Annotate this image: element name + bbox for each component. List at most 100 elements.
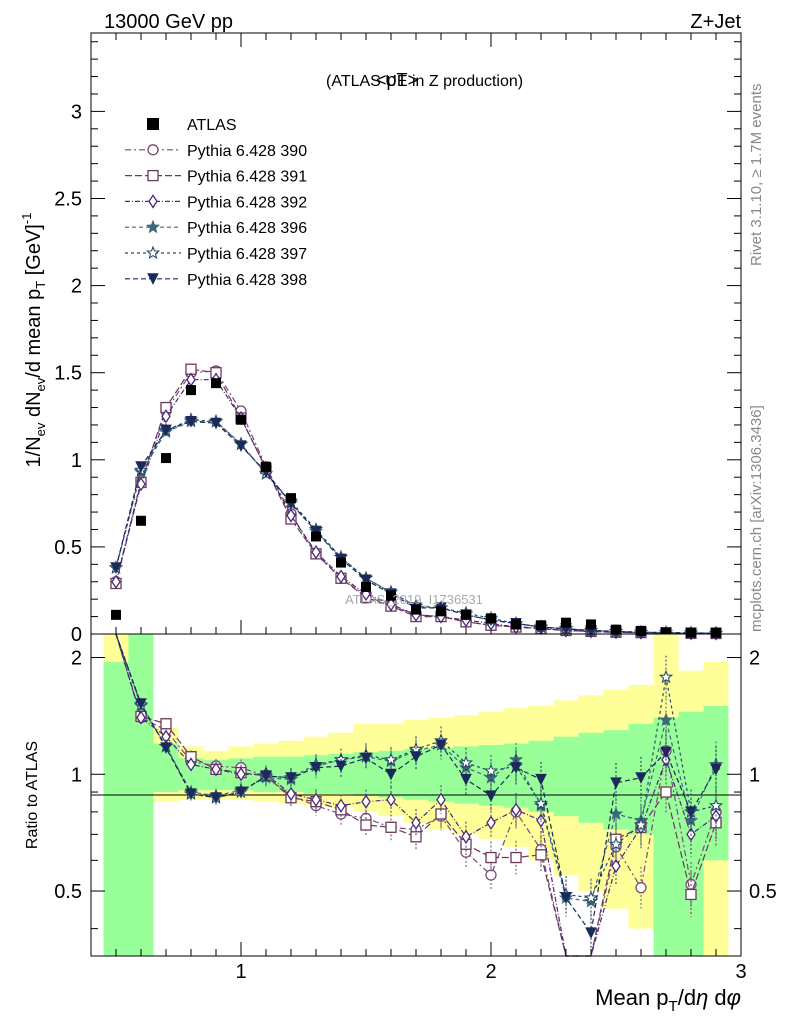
series-point: [360, 574, 372, 587]
y-axis-title-2: dN: [23, 391, 45, 422]
series-point: [311, 544, 321, 560]
ratio-point: [186, 757, 196, 772]
ratio-point: [510, 851, 522, 864]
atlas-point: [686, 627, 696, 638]
ratio-point: [411, 815, 421, 830]
y-tick-label: 3: [71, 101, 82, 123]
ratio-frame: [90, 633, 742, 957]
legend-marker: [145, 219, 161, 234]
ratio-point: [660, 746, 672, 759]
legend-marker: [147, 144, 159, 156]
ratio-tick-label-right: 0.5: [749, 881, 777, 903]
x-axis-title-phi: φ: [727, 985, 741, 1010]
atlas-point: [436, 606, 446, 617]
atlas-point: [586, 619, 596, 630]
ratio-point: [535, 849, 547, 861]
atlas-point: [311, 531, 321, 542]
ratio-tick-label-left: 2: [71, 648, 82, 670]
series-point: [110, 562, 122, 574]
legend-marker: [147, 273, 159, 285]
atlas-point: [236, 414, 246, 425]
x-tick-label: 1: [235, 961, 246, 983]
ratio-series: [115, 633, 724, 957]
legend-marker: [145, 245, 161, 260]
legend: ATLAS Pythia 6.428 390 Pythia 6.428 391 Pyt…: [125, 117, 307, 289]
process-label: Z+Jet: [690, 11, 741, 33]
ratio-point: [310, 762, 322, 774]
y-tick-label: 1: [71, 450, 82, 472]
ratio-point: [235, 786, 247, 799]
y-axis-title-sub-ev1: ev: [33, 422, 48, 436]
ratio-point: [710, 763, 722, 776]
legend-label: Pythia 6.428 390: [187, 143, 307, 160]
main-atlas-points: [111, 378, 721, 638]
atlas-point: [386, 590, 396, 601]
y-tick-label: 0.5: [54, 537, 82, 559]
rivet-label: Rivet 3.1.10, ≥ 1.7M events: [748, 83, 765, 267]
ratio-point: [660, 786, 672, 798]
series-point: [185, 415, 197, 428]
ratio-point: [210, 792, 222, 804]
ratio-point: [685, 888, 697, 901]
y-axis-title-3: /d mean p: [23, 289, 45, 378]
ratio-point: [136, 710, 146, 725]
x-tick-label: 2: [485, 961, 496, 983]
legend-marker: [148, 194, 158, 209]
ratio-point: [211, 762, 221, 777]
atlas-point: [561, 617, 571, 628]
legend-label: Pythia 6.428 397: [187, 246, 307, 263]
legend-label: Pythia 6.428 391: [187, 169, 307, 186]
atlas-point: [536, 620, 546, 631]
ratio-point: [485, 790, 497, 802]
ratio-point: [635, 772, 647, 784]
atlas-point: [661, 627, 671, 638]
ratio-point: [511, 802, 521, 817]
legend-label: Pythia 6.428 398: [187, 272, 307, 289]
watermark: ATLAS_2019_I1736531: [345, 592, 483, 607]
ratio-point: [485, 851, 497, 864]
y-axis-title: 1/Nev dNev/d mean pT [GeV]-1: [19, 213, 48, 468]
ratio-axis-title: Ratio to ATLAS: [24, 741, 41, 849]
atlas-point: [111, 609, 121, 620]
atlas-point: [261, 461, 271, 472]
atlas-point: [411, 604, 421, 615]
ratio-point: [260, 770, 272, 783]
ratio-tick-label-left: 1: [71, 764, 82, 786]
ratio-ticks: 1 2 3 0.5 0.5 1 1 2 2: [54, 648, 777, 983]
ratio-point: [236, 767, 246, 782]
ratio-point: [410, 831, 422, 843]
band-inner-bin: [103, 661, 129, 956]
ratio-point: [685, 806, 697, 818]
legend-marker: [147, 169, 159, 182]
ratio-point: [361, 794, 371, 809]
atlas-point: [511, 619, 521, 630]
ratio-point: [410, 751, 422, 763]
ratio-point: [385, 768, 397, 781]
ratio-point: [583, 890, 599, 905]
ratio-point: [658, 669, 674, 684]
atlas-point: [461, 609, 471, 620]
ratio-point: [611, 858, 621, 874]
ratio-point: [486, 815, 496, 830]
series-point: [386, 597, 396, 612]
atlas-point: [636, 625, 646, 636]
ratio-point: [160, 718, 172, 730]
ratio-point: [135, 698, 147, 710]
series-point: [235, 440, 247, 452]
ratio-point: [385, 821, 397, 833]
y-axis-title-1: 1/N: [23, 436, 45, 467]
atlas-point: [486, 613, 496, 624]
ratio-panel: 1 2 3 0.5 0.5 1 1 2 2: [54, 633, 777, 983]
ratio-tick-label-right: 2: [749, 648, 760, 670]
series-point: [111, 574, 121, 589]
atlas-point: [161, 453, 171, 464]
ratio-point: [386, 792, 396, 807]
atlas-point: [186, 385, 196, 396]
ratio-point: [311, 792, 321, 807]
y-tick-label: 1.5: [54, 363, 82, 385]
chart-subtitle: (ATLAS UE in Z production): [326, 73, 523, 90]
legend-label: Pythia 6.428 396: [187, 220, 307, 237]
band-inner-bin: [578, 732, 604, 823]
ratio-point: [483, 763, 499, 777]
ratio-point: [535, 773, 547, 786]
